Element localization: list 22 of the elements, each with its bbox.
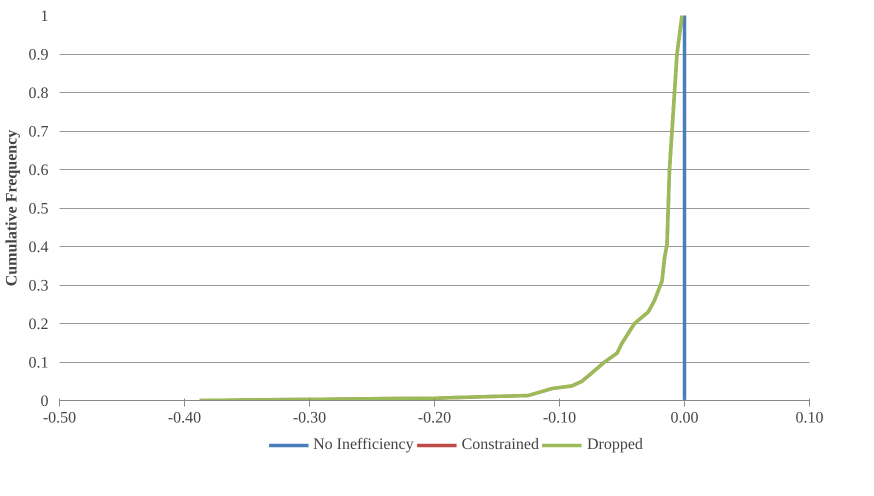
y-tick-label: 0.9 bbox=[28, 46, 48, 64]
legend-label: No Inefficiency bbox=[313, 436, 414, 454]
y-tick-label: 0.4 bbox=[28, 239, 48, 256]
x-tick-label: -0.10 bbox=[542, 410, 576, 426]
x-tick-label: -0.20 bbox=[418, 410, 452, 426]
x-tick-label: -0.30 bbox=[292, 410, 326, 426]
y-tick-label: 0.7 bbox=[28, 124, 48, 140]
y-tick-label: 0.3 bbox=[28, 278, 48, 294]
x-tick-label: -0.50 bbox=[42, 410, 76, 426]
y-axis-title: Cumulative Frequency bbox=[4, 130, 20, 286]
y-tick-label: 0.5 bbox=[28, 200, 48, 218]
legend-label: Constrained bbox=[462, 436, 539, 454]
x-tick-label: -0.40 bbox=[168, 410, 202, 426]
y-tick-label: 1 bbox=[40, 8, 48, 25]
y-tick-label: 0.2 bbox=[28, 316, 48, 333]
x-tick-label: 0.10 bbox=[796, 410, 824, 426]
x-tick-label: 0.00 bbox=[670, 410, 698, 426]
y-tick-label: 0 bbox=[40, 393, 48, 410]
legend-label: Dropped bbox=[586, 436, 643, 454]
y-tick-label: 0.1 bbox=[28, 354, 48, 372]
y-tick-label: 0.8 bbox=[28, 85, 48, 102]
y-tick-label: 0.6 bbox=[28, 162, 48, 179]
